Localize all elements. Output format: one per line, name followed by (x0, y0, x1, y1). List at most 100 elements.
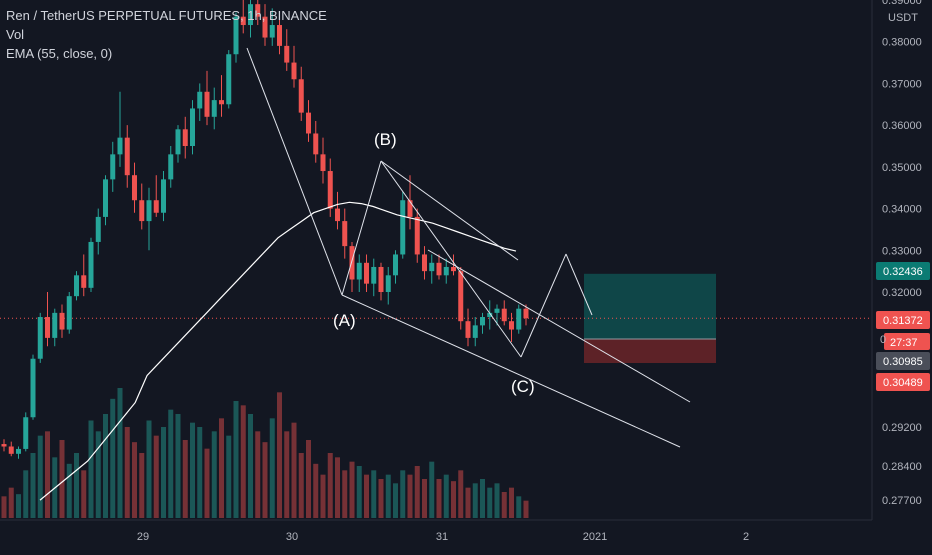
symbol-title[interactable]: Ren / TetherUS PERPETUAL FUTURES, 1h, BI… (6, 8, 327, 23)
candle-body (37, 317, 43, 359)
volume-bar (494, 483, 500, 518)
candle-body (248, 4, 253, 26)
candle-body (117, 137, 123, 155)
price-tick-label: 0.39000 (882, 0, 922, 7)
candle-body (269, 25, 275, 38)
price-tick-label: 0.37000 (882, 78, 922, 90)
volume-bar (95, 431, 101, 518)
candle-body (458, 271, 464, 322)
volume-bar (59, 440, 65, 518)
candle-body (393, 254, 398, 276)
price-axis[interactable]: 0.39000 0.38000 0.37000 0.36000 0.35000 0.340… (882, 0, 922, 507)
candle-body (262, 16, 268, 38)
candle-body (284, 45, 290, 63)
volume-bar (219, 418, 224, 518)
wave-label: (A) (333, 311, 356, 330)
stop-price-badge: 0.30489 (883, 377, 923, 389)
position-zones[interactable] (0, 273, 872, 363)
volume-bar (1, 496, 7, 518)
price-tick-label: 0.27700 (882, 495, 922, 507)
volume-bars (1, 388, 529, 518)
price-tick-label: 0.33000 (882, 245, 922, 257)
volume-bar (393, 483, 398, 518)
volume-bar (211, 431, 217, 518)
entry-price-badge: 0.30985 (883, 356, 923, 368)
volume-bar (277, 392, 282, 518)
trend-line (427, 249, 691, 403)
candle-body (182, 129, 188, 146)
price-tick-label: 0.38000 (882, 37, 922, 49)
countdown-badge: 27:37 (890, 337, 918, 349)
time-tick-label: 31 (436, 531, 448, 543)
time-axis[interactable]: 29 30 31 2021 2 (137, 531, 749, 543)
candle-body (211, 100, 217, 117)
trend-line (341, 294, 681, 448)
candle-body (277, 25, 282, 46)
candle-body (240, 16, 246, 26)
price-tick-label: 0.35000 (882, 162, 922, 174)
volume-bar (291, 422, 297, 518)
candle-body (66, 296, 72, 330)
candle-body (139, 200, 145, 222)
candle-body (124, 137, 130, 176)
ema-indicator-label[interactable]: EMA (55, close, 0) (6, 46, 113, 61)
volume-bar (124, 427, 130, 518)
trend-line (246, 47, 343, 296)
candle-body (81, 275, 87, 288)
volume-bar (182, 440, 188, 518)
candle-body (1, 444, 7, 447)
trend-line (341, 160, 382, 296)
candle-body (168, 154, 174, 180)
volume-bar (262, 442, 268, 518)
stop-price-badge-bg (876, 373, 930, 391)
wave-annotations: (A) (B) (C) (333, 130, 535, 396)
volume-bar (451, 481, 456, 518)
volume-bar (255, 431, 261, 518)
candle-body (349, 246, 355, 280)
candle-body (255, 4, 261, 17)
candle-body (197, 91, 203, 109)
candle-body (291, 62, 297, 80)
volume-bar (516, 496, 522, 518)
price-tick-label: 0.32000 (882, 287, 922, 299)
volume-bar (8, 487, 14, 518)
volume-bar (233, 401, 239, 518)
wave-label: (B) (374, 130, 397, 149)
volume-bar (132, 442, 137, 518)
candle-body (516, 308, 522, 330)
candle-body (30, 358, 36, 418)
candle-body (501, 308, 507, 322)
candle-body (385, 275, 391, 292)
volume-indicator-label[interactable]: Vol (6, 27, 25, 42)
volume-bar (45, 431, 50, 518)
small-zero-label: 0 (880, 334, 886, 346)
price-tick-label: 0.34000 (882, 204, 922, 216)
candle-body (327, 171, 333, 209)
target-zone (584, 273, 716, 339)
volume-bar (175, 414, 181, 518)
volume-bar (523, 500, 529, 518)
volume-bar (37, 435, 43, 518)
volume-bar (88, 420, 94, 518)
candle-body (190, 108, 195, 146)
candle-body (306, 112, 311, 134)
volume-bar (139, 453, 145, 518)
candle-body (110, 154, 116, 180)
volume-bar (153, 435, 159, 518)
target-price-badge-bg (876, 262, 930, 280)
volume-bar (429, 461, 435, 518)
stop-zone (584, 339, 716, 363)
candle-body (451, 266, 456, 272)
trend-drawings[interactable] (246, 47, 691, 448)
volume-bar (16, 494, 21, 518)
candle-body (175, 129, 181, 155)
volume-bar (204, 448, 210, 518)
volume-bar (240, 405, 246, 518)
trend-line (380, 160, 519, 261)
volume-bar (23, 470, 29, 518)
candle-body (443, 266, 449, 276)
volume-bar (472, 483, 478, 518)
volume-bar (436, 479, 442, 518)
